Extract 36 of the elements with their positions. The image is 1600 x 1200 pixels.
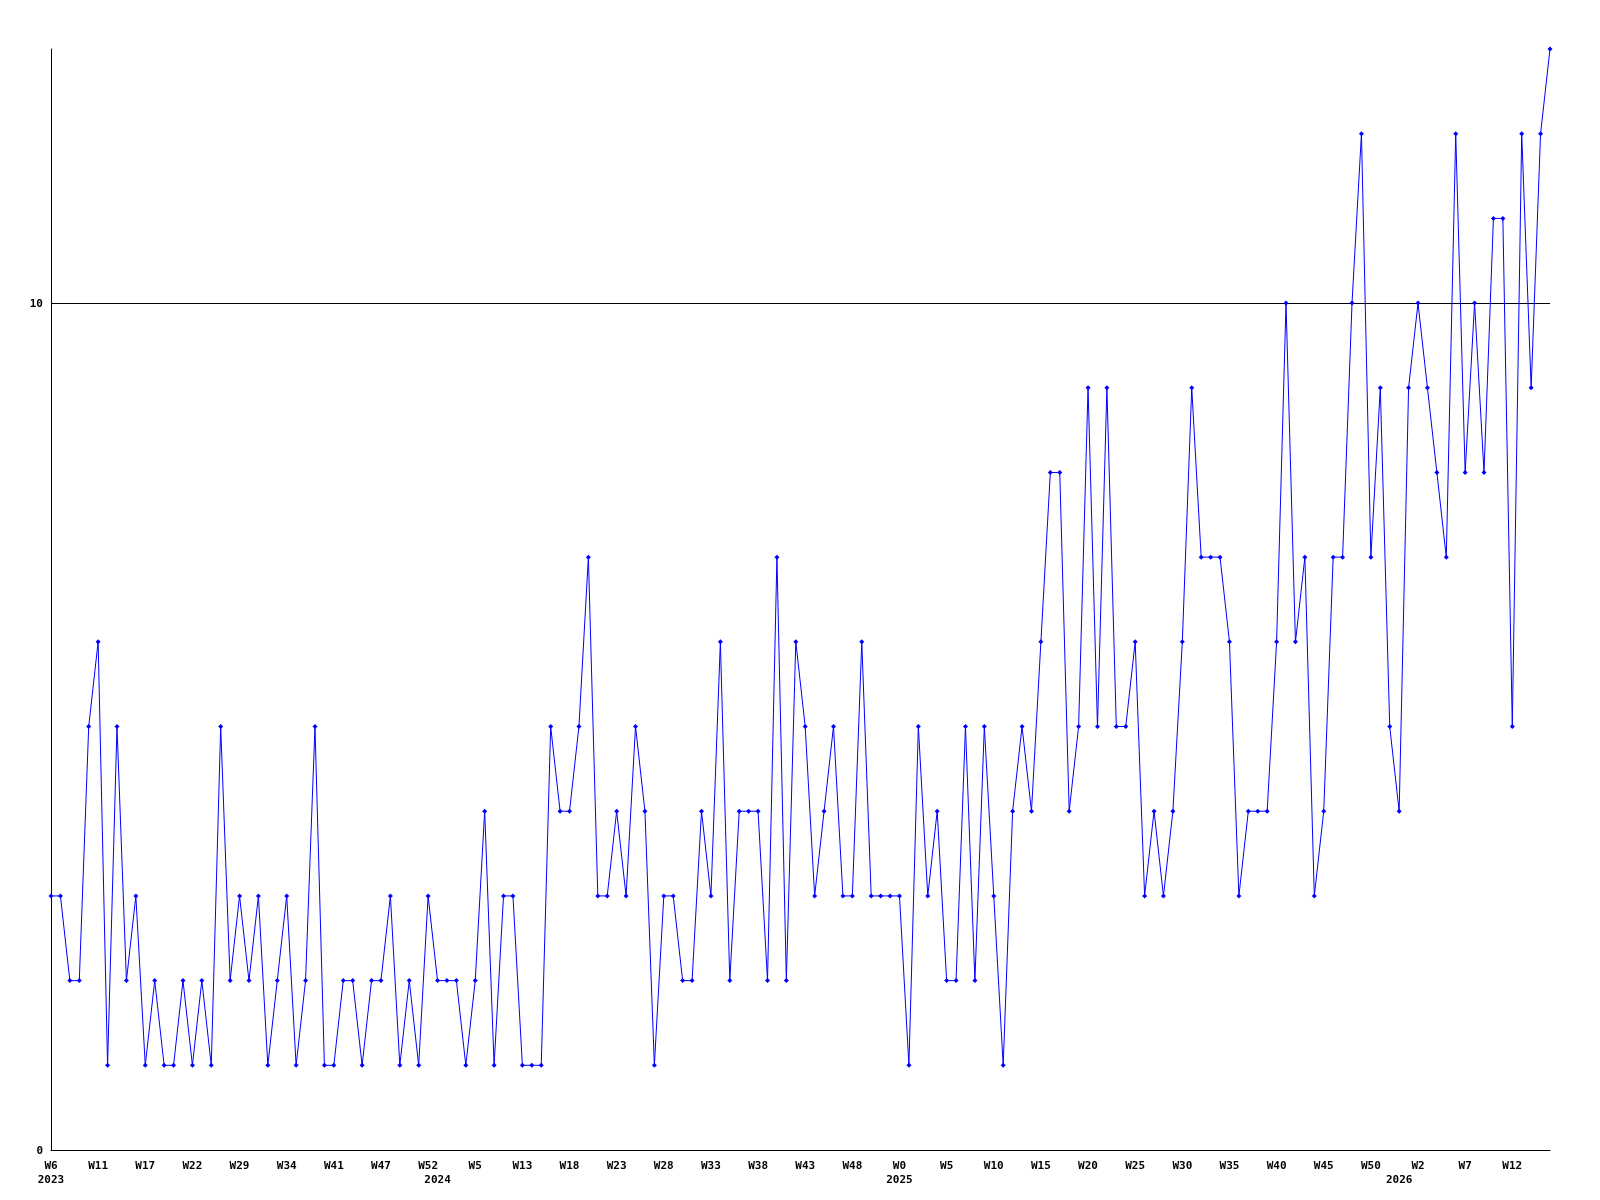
- x-tick-label: W0 2025: [886, 1158, 913, 1186]
- y-tick-label: 0: [36, 1143, 43, 1157]
- x-tick-label: W11: [88, 1158, 109, 1172]
- x-tick-label: W10: [983, 1158, 1004, 1172]
- x-tick-label: 2026: [1385, 1172, 1413, 1186]
- x-tick-label: W5: [468, 1158, 482, 1172]
- x-tick-label: W38: [748, 1158, 769, 1172]
- x-tick-label: W52: [418, 1158, 439, 1172]
- x-tick-label: W5: [940, 1158, 954, 1172]
- x-tick-label: W18: [559, 1158, 580, 1172]
- x-tick-label: W45: [1313, 1158, 1334, 1172]
- x-tick-label: W12: [1502, 1158, 1523, 1172]
- x-tick-label: W35: [1219, 1158, 1240, 1172]
- x-tick-label: W25: [1125, 1158, 1146, 1172]
- x-tick-label: W23: [606, 1158, 627, 1172]
- x-tick-label: W6 2023: [37, 1158, 65, 1186]
- x-tick-label: W7: [1458, 1158, 1472, 1172]
- x-tick-label: W2: [1411, 1158, 1425, 1172]
- x-tick-label: W30: [1172, 1158, 1193, 1172]
- x-tick-label: W17: [135, 1158, 156, 1172]
- x-tick-label: W29: [229, 1158, 250, 1172]
- x-tick-label: W22: [182, 1158, 203, 1172]
- x-tick-label: W34: [276, 1158, 297, 1172]
- x-tick-label: W40: [1266, 1158, 1287, 1172]
- x-tick-label: W43: [795, 1158, 816, 1172]
- y-tick-label: 10: [29, 296, 43, 310]
- x-tick-label: W20: [1078, 1158, 1098, 1172]
- x-tick-label: 2024: [424, 1172, 452, 1186]
- x-tick-label: W50: [1360, 1158, 1381, 1172]
- x-tick-label: W41: [323, 1158, 345, 1172]
- x-tick-label: W33: [701, 1158, 721, 1172]
- x-tick-label: W48: [842, 1158, 863, 1172]
- x-tick-label: W15: [1030, 1158, 1051, 1172]
- x-tick-label: W28: [653, 1158, 674, 1172]
- x-tick-label: W13: [512, 1158, 533, 1172]
- x-tick-label: W47: [371, 1158, 391, 1172]
